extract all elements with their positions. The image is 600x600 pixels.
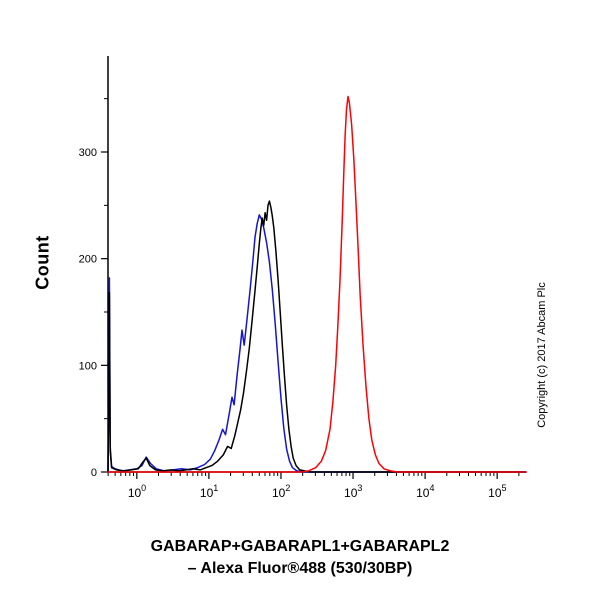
x-tick-label: 104 <box>416 483 434 500</box>
x-tick-label: 103 <box>344 483 362 500</box>
curve-black-control-curve <box>107 200 527 473</box>
x-tick-label: 100 <box>128 483 146 500</box>
curve-red-sample-curve <box>107 95 527 473</box>
y-tick-label: 300 <box>79 147 97 159</box>
x-tick-label: 105 <box>488 483 506 500</box>
caption-line1: GABARAP+GABARAPL1+GABARAPL2 <box>150 538 450 555</box>
figure-caption: GABARAP+GABARAPL1+GABARAPL2 – Alexa Fluo… <box>0 536 600 580</box>
y-tick-label: 200 <box>79 254 97 266</box>
curve-blue-control-curve <box>107 214 527 473</box>
caption-line2: – Alexa Fluor®488 (530/30BP) <box>187 560 413 577</box>
x-tick-label: 101 <box>200 483 218 500</box>
copyright-text: Copyright (c) 2017 Abcam Plc <box>536 282 548 428</box>
y-tick-label: 100 <box>79 360 97 372</box>
y-tick-label: 0 <box>91 467 97 479</box>
x-tick-label: 102 <box>272 483 290 500</box>
y-axis-label: Count <box>32 235 53 290</box>
